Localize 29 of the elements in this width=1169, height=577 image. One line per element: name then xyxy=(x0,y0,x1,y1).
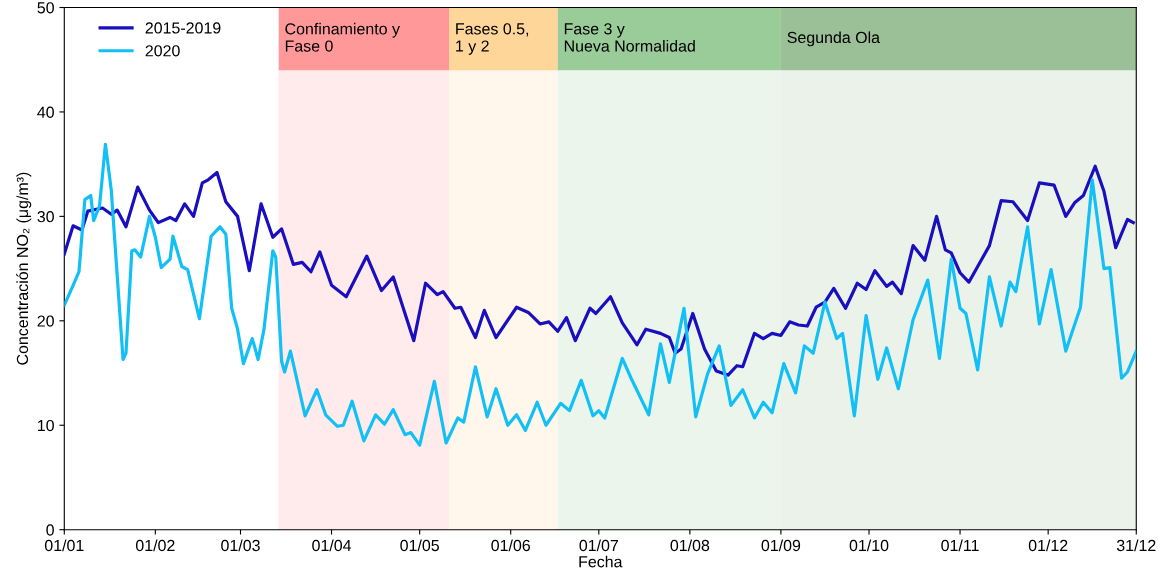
line-series xyxy=(64,164,1135,377)
x-tick-label: 01/01 xyxy=(44,539,84,552)
x-tick-label: 01/06 xyxy=(491,539,530,552)
band-label: Confinamiento y Fase 0 xyxy=(285,22,400,52)
x-tick-label: 01/09 xyxy=(761,539,801,552)
x-tick-label: 01/08 xyxy=(670,539,710,552)
y-axis-title: Concentración NO₂ (μg/m³) xyxy=(16,172,32,365)
y-tick-label: 0 xyxy=(46,524,54,536)
x-axis-title: Fecha xyxy=(579,555,623,568)
band-label: Fases 0.5, 1 y 2 xyxy=(456,23,529,55)
x-tick-label: 31/12 xyxy=(1116,539,1156,552)
x-tick-label: 01/03 xyxy=(221,539,260,552)
y-tick-label: 10 xyxy=(38,419,54,432)
line-series xyxy=(64,142,1137,447)
x-tick-label: 01/04 xyxy=(312,539,352,552)
y-tick-label: 50 xyxy=(37,2,54,14)
x-tick-label: 01/07 xyxy=(579,539,618,552)
y-tick-label: 30 xyxy=(37,211,54,223)
x-tick-label: 01/02 xyxy=(135,539,175,552)
y-tick-label: 40 xyxy=(37,106,54,118)
x-tick-label: 01/12 xyxy=(1028,539,1068,552)
legend-label: 2015-2019 xyxy=(145,22,221,34)
x-tick-label: 01/05 xyxy=(400,539,439,552)
band-label: Fase 3 y Nueva Normalidad xyxy=(564,23,695,52)
x-tick-label: 01/11 xyxy=(941,539,979,552)
y-tick-label: 20 xyxy=(37,315,54,327)
x-tick-label: 01/10 xyxy=(849,539,889,552)
band-label: Segunda Ola xyxy=(787,31,881,47)
legend-label: 2020 xyxy=(145,45,180,57)
